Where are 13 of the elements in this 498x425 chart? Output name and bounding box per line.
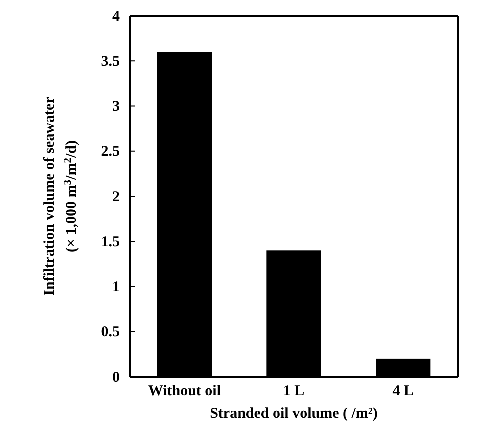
y-tick-label: 2.5 <box>101 144 120 160</box>
y-tick-label: 0.5 <box>101 324 120 341</box>
y-tick-label: 3 <box>112 99 120 116</box>
x-axis-title: Stranded oil volume ( /m²) <box>210 406 378 422</box>
y-tick-label: 3.5 <box>101 54 120 70</box>
y-tick-label: 4 <box>112 8 120 25</box>
y-tick-label: 1 <box>112 280 120 296</box>
x-tick-label: 1 L <box>283 384 305 400</box>
y-tick-label: 0 <box>112 370 120 386</box>
y-tick-label: 1.5 <box>101 234 120 250</box>
y-tick-label: 2 <box>112 189 120 206</box>
x-tick-label: 4 L <box>392 384 414 400</box>
x-tick-label: Without oil <box>148 384 221 400</box>
